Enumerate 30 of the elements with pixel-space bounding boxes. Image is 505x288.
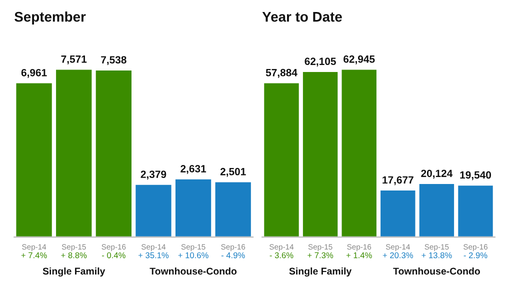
chart-title: Year to Date: [262, 12, 342, 22]
text: + 1.4%: [346, 252, 372, 258]
text: + 7.4%: [21, 252, 47, 258]
text: + 13.8%: [422, 252, 452, 258]
data-label: 7,571: [61, 56, 87, 64]
text: - 4.9%: [221, 252, 245, 258]
text: + 35.1%: [138, 252, 169, 258]
data-label: 20,124: [421, 170, 453, 179]
data-label: 2,631: [180, 165, 206, 174]
text: Single Family: [289, 267, 352, 277]
text: + 20.3%: [382, 252, 414, 258]
data-label: 2,379: [140, 170, 166, 180]
text: Townhouse-Condo: [150, 267, 237, 275]
text: - 2.9%: [464, 252, 488, 258]
text: Townhouse-Condo: [393, 267, 480, 275]
text: + 8.8%: [61, 252, 87, 258]
data-label: 57,884: [266, 68, 298, 78]
text: - 3.6%: [270, 252, 294, 258]
text: - 0.4%: [102, 252, 126, 258]
data-label: 6,961: [21, 68, 47, 78]
chart-title: September: [14, 12, 86, 24]
data-label: 7,538: [101, 56, 126, 66]
text: + 10.6%: [178, 252, 208, 258]
text: Single Family: [42, 267, 106, 277]
data-label: 17,677: [382, 176, 414, 186]
data-label: 62,105: [304, 58, 336, 67]
data-label: 2,501: [220, 168, 246, 177]
data-label: 19,540: [460, 171, 492, 180]
text: + 7.3%: [308, 252, 334, 258]
data-label: 62,945: [344, 55, 375, 64]
